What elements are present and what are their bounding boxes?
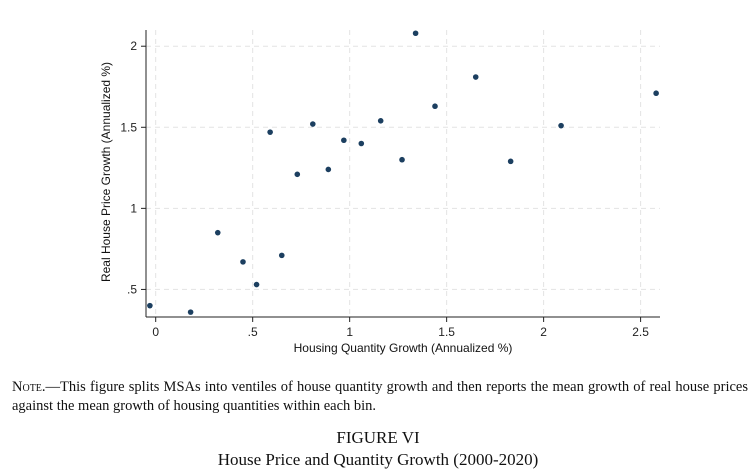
x-tick-label: 2 — [540, 325, 547, 339]
data-point — [558, 122, 564, 129]
figure-note: Note.—This figure splits MSAs into venti… — [12, 378, 748, 416]
y-axis-ticks: .5 1 1.5 2 — [120, 39, 146, 296]
data-point — [325, 166, 332, 173]
x-tick-label: 1.5 — [438, 325, 455, 339]
note-text: —This figure splits MSAs into ventiles o… — [12, 379, 748, 414]
data-point — [412, 30, 419, 37]
x-tick-label: .5 — [248, 325, 258, 339]
data-point — [358, 140, 365, 147]
figure-title: House Price and Quantity Growth (2000-20… — [217, 450, 539, 469]
data-point — [377, 118, 384, 124]
data-point — [240, 259, 246, 265]
data-point — [147, 302, 153, 309]
figure-number: FIGURE VI — [336, 428, 420, 447]
y-tick-label: .5 — [127, 282, 137, 296]
x-tick-label: 0 — [152, 325, 159, 339]
axes — [145, 30, 660, 318]
y-tick-label: 1.5 — [120, 120, 137, 134]
y-tick-label: 2 — [130, 39, 137, 53]
data-point — [267, 129, 273, 135]
data-point — [253, 281, 260, 288]
data-point — [653, 90, 659, 97]
y-tick-label: 1 — [130, 201, 137, 215]
data-point — [399, 156, 405, 163]
x-tick-label: 2.5 — [632, 325, 649, 339]
data-point — [472, 74, 479, 80]
note-label: Note. — [12, 379, 46, 395]
x-axis-title: Housing Quantity Growth (Annualized %) — [294, 341, 513, 355]
data-point — [341, 137, 347, 144]
data-point — [310, 121, 316, 127]
grid-lines — [146, 30, 660, 317]
data-point — [278, 252, 285, 259]
x-axis-ticks: 0 .5 1 1.5 2 2.5 — [152, 317, 649, 339]
y-axis-title: Real House Price Growth (Annualized %) — [99, 62, 113, 282]
data-point — [432, 103, 438, 110]
data-point — [507, 158, 514, 165]
data-point — [187, 309, 194, 315]
x-tick-label: 1 — [346, 325, 353, 339]
data-point — [294, 171, 301, 178]
data-points — [147, 30, 659, 315]
data-point — [214, 229, 221, 236]
scatter-chart: 0 .5 1 1.5 2 2.5 .5 1 1.5 2 Housing Quantity Gro… — [99, 30, 660, 355]
